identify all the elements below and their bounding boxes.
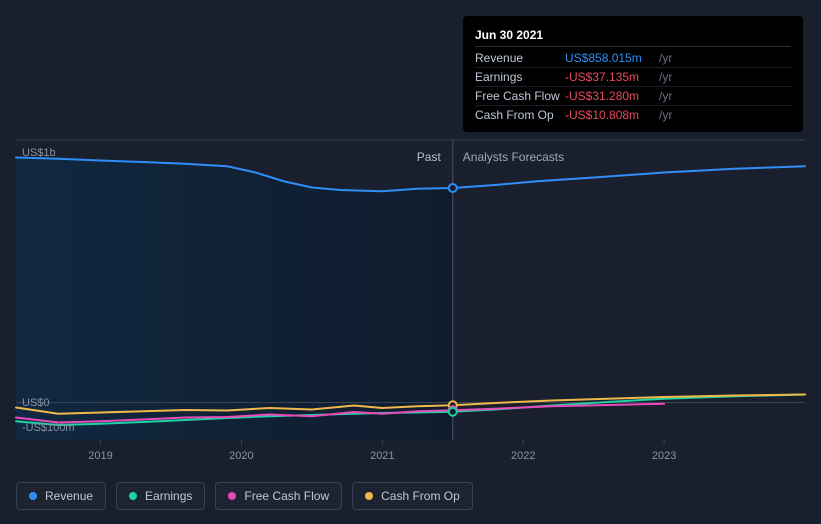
financials-chart: Jun 30 2021 Revenue US$858.015m /yr Earn… [0, 0, 821, 524]
tooltip-row: Revenue US$858.015m /yr [475, 49, 791, 68]
chart-tooltip: Jun 30 2021 Revenue US$858.015m /yr Earn… [463, 16, 803, 132]
tooltip-label: Earnings [475, 70, 565, 84]
tooltip-value: -US$37.135m [565, 70, 655, 84]
x-axis-tick-label: 2023 [652, 450, 676, 462]
y-axis-tick-label: -US$100m [22, 422, 75, 434]
legend-dot-icon [129, 492, 137, 500]
region-label-past: Past [417, 150, 441, 164]
x-axis-tick-label: 2020 [229, 450, 253, 462]
x-axis-tick-label: 2019 [88, 450, 112, 462]
legend-item-cfo[interactable]: Cash From Op [352, 482, 473, 510]
region-label-forecast: Analysts Forecasts [463, 150, 564, 164]
legend-dot-icon [365, 492, 373, 500]
x-axis-tick-label: 2021 [370, 450, 394, 462]
tooltip-row: Earnings -US$37.135m /yr [475, 68, 791, 87]
legend-label: Revenue [45, 489, 93, 503]
tooltip-row: Free Cash Flow -US$31.280m /yr [475, 87, 791, 106]
x-axis-tick-label: 2022 [511, 450, 535, 462]
tooltip-label: Cash From Op [475, 108, 565, 122]
tooltip-row: Cash From Op -US$10.808m /yr [475, 106, 791, 124]
legend-item-fcf[interactable]: Free Cash Flow [215, 482, 342, 510]
y-axis-tick-label: US$1b [22, 147, 56, 159]
tooltip-date: Jun 30 2021 [475, 24, 791, 47]
tooltip-suffix: /yr [659, 51, 672, 65]
tooltip-value: US$858.015m [565, 51, 655, 65]
legend-label: Earnings [145, 489, 192, 503]
tooltip-suffix: /yr [659, 89, 672, 103]
legend-dot-icon [228, 492, 236, 500]
legend-label: Cash From Op [381, 489, 460, 503]
tooltip-label: Revenue [475, 51, 565, 65]
tooltip-value: -US$10.808m [565, 108, 655, 122]
legend-item-earnings[interactable]: Earnings [116, 482, 205, 510]
tooltip-label: Free Cash Flow [475, 89, 565, 103]
chart-legend: Revenue Earnings Free Cash Flow Cash Fro… [16, 482, 473, 510]
tooltip-value: -US$31.280m [565, 89, 655, 103]
y-axis-tick-label: US$0 [22, 397, 50, 409]
tooltip-suffix: /yr [659, 70, 672, 84]
legend-dot-icon [29, 492, 37, 500]
legend-item-revenue[interactable]: Revenue [16, 482, 106, 510]
tooltip-suffix: /yr [659, 108, 672, 122]
legend-label: Free Cash Flow [244, 489, 329, 503]
